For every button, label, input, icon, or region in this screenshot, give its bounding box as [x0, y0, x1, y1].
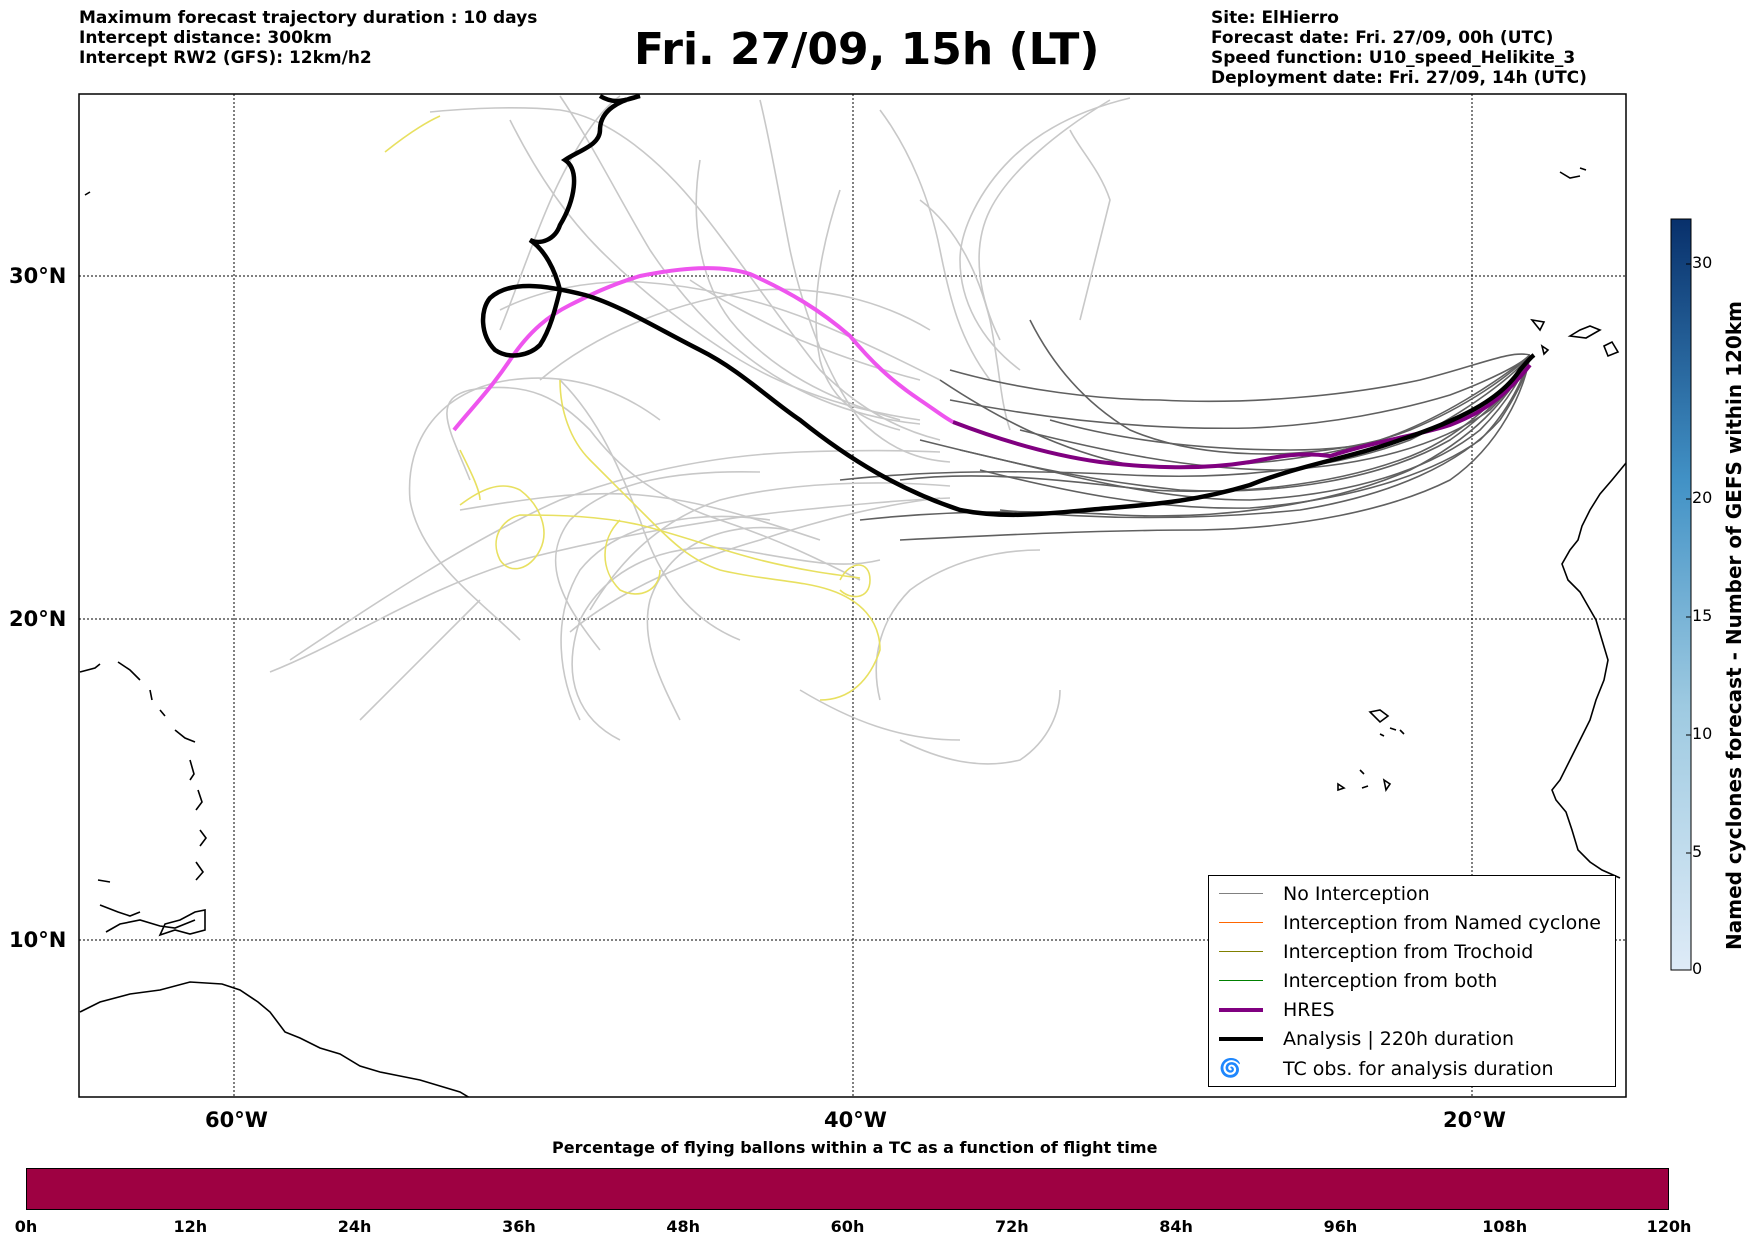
prob-bar-tick-label: 24h [337, 1217, 372, 1236]
prob-bar-tick-label: 12h [173, 1217, 208, 1236]
south-america-coast [79, 981, 470, 1097]
legend-item-analysis: Analysis | 220h duration [1219, 1024, 1514, 1053]
prob-bar-tick-label: 0h [14, 1217, 38, 1236]
legend-label: TC obs. for analysis duration [1283, 1057, 1554, 1080]
header-left: Maximum forecast trajectory duration : 1… [79, 8, 537, 68]
header-intercept-rw2: Intercept RW2 (GFS): 12km/h2 [79, 48, 372, 68]
yellow-trajectory [384, 115, 881, 701]
prob-bar-tick-label: 36h [502, 1217, 536, 1236]
cape-verde-islands [1337, 709, 1405, 793]
cyclone-symbols-icon: 🌀 [1219, 1058, 1241, 1079]
ensemble-members-far [269, 95, 1131, 765]
prob-bar-tick-label: 108h [1482, 1217, 1528, 1236]
legend-label: No Interception [1283, 882, 1430, 905]
analysis-track [480, 94, 1536, 518]
legend: No Interception Interception from Named … [1208, 875, 1616, 1087]
atlantic-islet [84, 191, 91, 196]
map-frame [78, 93, 1627, 1098]
lat-label-30n: 30°N [9, 264, 67, 288]
legend-label: Analysis | 220h duration [1283, 1027, 1515, 1050]
hres-track [952, 363, 1532, 470]
prob-bar-tick-label: 84h [1159, 1217, 1193, 1236]
header-right: Site: ElHierro Forecast date: Fri. 27/09… [1211, 8, 1587, 88]
colorbar-tick-label: 10 [1692, 724, 1713, 743]
colorbar-tick-label: 15 [1692, 606, 1713, 625]
coastlines [79, 167, 1626, 1097]
prob-bar-tick-label: 120h [1646, 1217, 1692, 1236]
legend-label: Interception from Trochoid [1283, 940, 1534, 963]
legend-item-trochoid: Interception from Trochoid [1219, 937, 1533, 966]
header-speed-function: Speed function: U10_speed_Helikite_3 [1211, 48, 1576, 68]
colorbar-tick-label: 20 [1692, 488, 1713, 507]
legend-item-both: Interception from both [1219, 966, 1497, 995]
header-intercept-distance: Intercept distance: 300km [79, 28, 332, 48]
canary-islands [1530, 318, 1620, 358]
hres-track-early [452, 266, 954, 432]
legend-swatch [1219, 922, 1263, 923]
caribbean-islands [79, 661, 207, 933]
lon-label-40w: 40°W [824, 1108, 887, 1132]
header-duration: Maximum forecast trajectory duration : 1… [79, 8, 538, 28]
legend-item-hres: HRES [1219, 995, 1335, 1024]
colorbar-tick-label: 0 [1692, 959, 1703, 978]
colorbar-ticks [1686, 263, 1691, 971]
lon-label-60w: 60°W [205, 1108, 268, 1132]
lat-label-20n: 20°N [9, 607, 67, 631]
colorbar [1670, 218, 1692, 971]
legend-swatch [1219, 951, 1263, 952]
prob-bar-tick-label: 96h [1323, 1217, 1358, 1236]
prob-bar-tick-label: 72h [994, 1217, 1029, 1236]
madeira [1559, 167, 1587, 179]
legend-label: Interception from Named cyclone [1283, 911, 1601, 934]
legend-swatch [1219, 893, 1263, 894]
legend-swatch [1219, 980, 1263, 981]
legend-swatch [1219, 1036, 1263, 1041]
legend-label: HRES [1283, 998, 1335, 1021]
colorbar-title: Named cyclones forecast - Number of GEFS… [1722, 301, 1746, 950]
page-title: Fri. 27/09, 15h (LT) [634, 24, 1100, 75]
legend-item-tc-obs: 🌀 TC obs. for analysis duration [1219, 1054, 1554, 1083]
legend-item-named-cyclone: Interception from Named cyclone [1219, 908, 1601, 937]
trinidad [158, 909, 206, 937]
prob-bar-title: Percentage of flying ballons within a TC… [552, 1138, 1158, 1157]
legend-label: Interception from both [1283, 969, 1498, 992]
prob-bar-tick-label: 48h [666, 1217, 701, 1236]
lat-label-10n: 10°N [9, 928, 67, 952]
legend-item-no-interception: No Interception [1219, 879, 1430, 908]
header-forecast-date: Forecast date: Fri. 27/09, 00h (UTC) [1211, 28, 1554, 48]
header-deployment-date: Deployment date: Fri. 27/09, 14h (UTC) [1211, 68, 1587, 88]
lon-label-20w: 20°W [1443, 1108, 1506, 1132]
colorbar-tick-label: 5 [1692, 842, 1703, 861]
africa-coast [1551, 462, 1626, 879]
prob-bar [26, 1168, 1669, 1210]
header-site: Site: ElHierro [1211, 8, 1339, 28]
prob-bar-tick-label: 60h [830, 1217, 865, 1236]
legend-swatch [1219, 1007, 1263, 1012]
colorbar-tick-label: 30 [1692, 253, 1713, 272]
